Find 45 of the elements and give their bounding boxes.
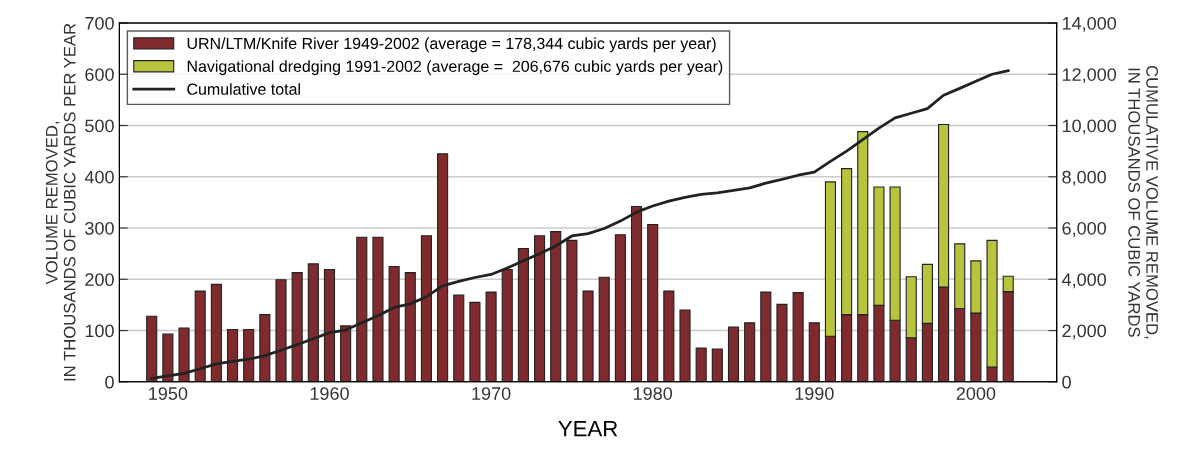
bar <box>776 303 788 382</box>
bar <box>647 223 659 382</box>
y2-tick-label: 12,000 <box>1062 68 1117 84</box>
y-tick-label: 0 <box>105 375 114 389</box>
bar <box>663 290 675 382</box>
legend-label: Cumulative total <box>187 83 300 95</box>
x-tick-label: 2000 <box>956 387 996 400</box>
y-axis-title: VOLUME REMOVED, IN THOUSANDS OF CUBIC YARDS PER YEAR <box>45 23 76 381</box>
bar <box>711 348 723 382</box>
y2-tick-label: 4,000 <box>1061 273 1107 289</box>
y2-tick-label: 2,000 <box>1062 324 1107 340</box>
y-tick-label: 200 <box>85 273 114 287</box>
legend-label: Navigational dredging 1991-2002 (average = 206,676 cubic yards per year) <box>187 60 723 76</box>
y-tick-label: 700 <box>85 16 114 30</box>
y2-tick-label: 6,000 <box>1062 221 1107 237</box>
x-tick-label: 1980 <box>633 387 673 400</box>
bar <box>453 294 465 382</box>
x-axis-title: YEAR <box>558 420 618 437</box>
y-tick-label: 600 <box>85 68 114 81</box>
bar <box>695 347 707 382</box>
legend-label: URN/LTM/Knife River 1949-2002 (average = 178,344 cubic yards per year) <box>187 37 716 53</box>
bar <box>760 291 772 382</box>
x-tick-label: 1960 <box>310 387 349 400</box>
bar <box>614 234 626 382</box>
bar <box>598 276 610 382</box>
bar <box>792 292 804 382</box>
bar <box>469 301 481 382</box>
y-tick-label: 300 <box>85 221 114 235</box>
x-tick-label: 1990 <box>795 387 834 400</box>
x-tick-label: 1950 <box>149 387 188 400</box>
bar <box>744 322 756 382</box>
y-tick-label: 500 <box>85 119 114 133</box>
bar <box>679 309 691 382</box>
bar <box>582 290 594 382</box>
x-tick-label: 1970 <box>472 387 511 400</box>
y2-tick-label: 14,000 <box>1062 16 1117 32</box>
y2-tick-label: 10,000 <box>1062 119 1117 135</box>
y2-tick-label: 0 <box>1062 375 1071 389</box>
y2-tick-label: 8,000 <box>1062 170 1107 186</box>
y-tick-label: 100 <box>85 324 114 338</box>
bar <box>727 326 740 382</box>
bar <box>485 291 497 382</box>
bar <box>808 322 820 382</box>
y2-axis-title: CUMULATIVE VOLUME REMOVED, IN THOUSANDS OF CUBIC YARDS <box>1128 65 1158 339</box>
y-tick-label: 400 <box>84 170 114 184</box>
